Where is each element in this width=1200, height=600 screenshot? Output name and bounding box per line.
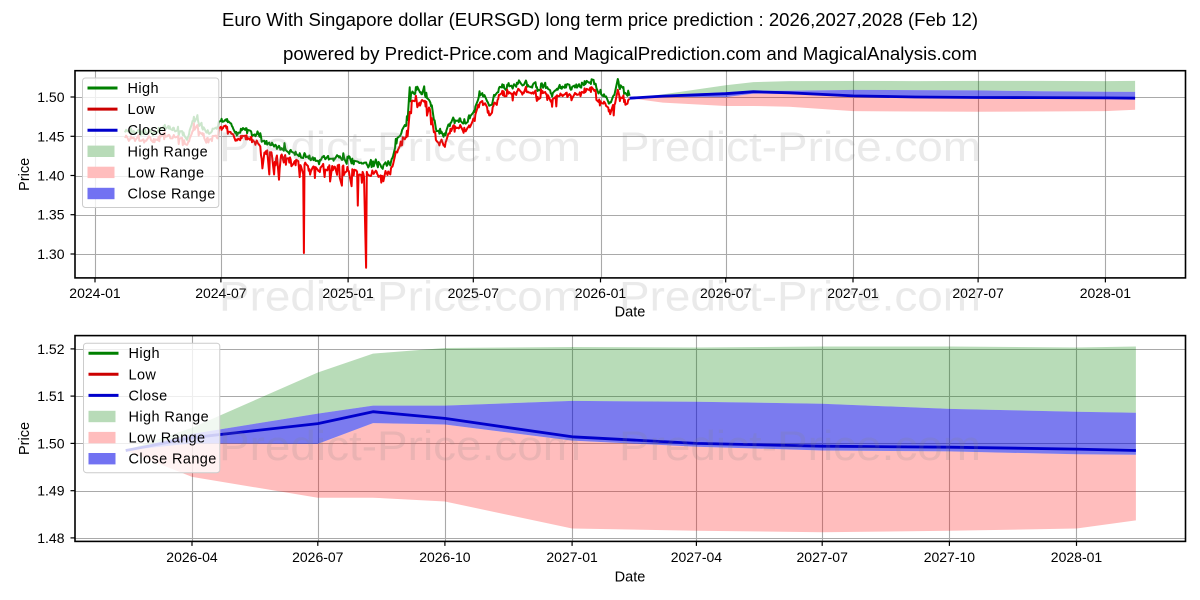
svg-text:2027-01: 2027-01 <box>827 285 879 301</box>
svg-text:2028-01: 2028-01 <box>1080 285 1132 301</box>
svg-text:Price: Price <box>17 422 33 455</box>
svg-text:1.51: 1.51 <box>37 388 64 404</box>
svg-text:High: High <box>129 346 160 362</box>
svg-text:2028-01: 2028-01 <box>1051 549 1103 565</box>
svg-text:Euro With Singapore dollar (EU: Euro With Singapore dollar (EURSGD) long… <box>222 10 978 30</box>
svg-text:1.35: 1.35 <box>37 207 64 223</box>
svg-text:Low Range: Low Range <box>128 165 205 181</box>
svg-text:Predict-Price.com: Predict-Price.com <box>219 422 581 469</box>
svg-text:2025-01: 2025-01 <box>322 285 374 301</box>
svg-text:1.49: 1.49 <box>37 483 64 499</box>
svg-text:1.40: 1.40 <box>37 168 64 184</box>
svg-text:Low: Low <box>128 102 156 118</box>
svg-text:Predict-Price.com: Predict-Price.com <box>619 273 981 320</box>
svg-text:Predict-Price.com: Predict-Price.com <box>219 123 581 170</box>
svg-text:Low: Low <box>129 367 157 383</box>
svg-text:1.50: 1.50 <box>37 435 64 451</box>
svg-text:High Range: High Range <box>128 144 209 160</box>
svg-text:1.45: 1.45 <box>37 128 64 144</box>
svg-text:2024-01: 2024-01 <box>69 285 121 301</box>
svg-text:2027-10: 2027-10 <box>924 549 976 565</box>
svg-text:2025-07: 2025-07 <box>448 285 500 301</box>
svg-text:1.48: 1.48 <box>37 530 64 546</box>
svg-text:Predict-Price.com: Predict-Price.com <box>619 123 981 170</box>
svg-text:1.52: 1.52 <box>37 341 64 357</box>
svg-text:2024-07: 2024-07 <box>195 285 247 301</box>
svg-text:2026-04: 2026-04 <box>166 549 218 565</box>
svg-text:Close: Close <box>129 388 168 404</box>
svg-text:Close Range: Close Range <box>129 452 217 468</box>
svg-text:2026-10: 2026-10 <box>419 549 471 565</box>
svg-text:Close: Close <box>128 123 167 139</box>
svg-text:High: High <box>128 81 159 97</box>
svg-text:Predict-Price.com: Predict-Price.com <box>219 273 581 320</box>
svg-text:powered by Predict-Price.com a: powered by Predict-Price.com and Magical… <box>283 44 977 64</box>
svg-text:2027-07: 2027-07 <box>797 549 849 565</box>
svg-text:High Range: High Range <box>129 410 210 426</box>
svg-text:2026-07: 2026-07 <box>700 285 752 301</box>
svg-text:2027-04: 2027-04 <box>671 549 723 565</box>
svg-text:1.30: 1.30 <box>37 246 64 262</box>
svg-text:2026-07: 2026-07 <box>292 549 344 565</box>
svg-text:Date: Date <box>615 570 646 586</box>
svg-text:Predict-Price.com: Predict-Price.com <box>619 422 981 469</box>
svg-text:Date: Date <box>615 304 646 320</box>
svg-text:Price: Price <box>17 158 33 191</box>
svg-text:2027-01: 2027-01 <box>546 549 598 565</box>
svg-text:2026-01: 2026-01 <box>575 285 627 301</box>
svg-text:Close Range: Close Range <box>128 187 216 203</box>
svg-text:Low Range: Low Range <box>129 431 206 447</box>
svg-text:1.50: 1.50 <box>37 89 64 105</box>
svg-text:2027-07: 2027-07 <box>952 285 1004 301</box>
